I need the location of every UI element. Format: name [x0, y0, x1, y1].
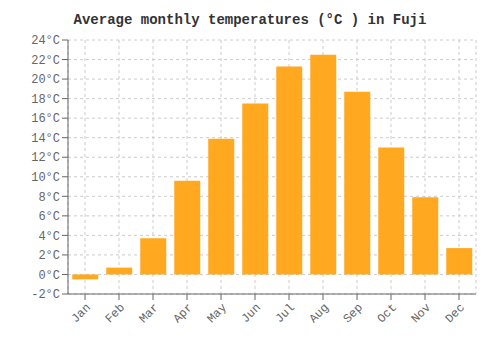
svg-text:Feb: Feb	[103, 301, 128, 326]
svg-text:24°C: 24°C	[31, 34, 60, 48]
svg-text:2°C: 2°C	[38, 249, 60, 263]
svg-text:Jul: Jul	[273, 301, 298, 326]
svg-text:4°C: 4°C	[38, 230, 60, 244]
svg-text:22°C: 22°C	[31, 54, 60, 68]
svg-text:Dec: Dec	[443, 301, 468, 326]
svg-text:Jun: Jun	[239, 301, 264, 326]
svg-text:6°C: 6°C	[38, 210, 60, 224]
svg-text:May: May	[205, 301, 230, 326]
svg-text:16°C: 16°C	[31, 112, 60, 126]
svg-text:Apr: Apr	[171, 301, 196, 326]
svg-text:12°C: 12°C	[31, 151, 60, 165]
svg-text:Jan: Jan	[69, 301, 94, 326]
html-text:Average monthly temperatures (: Average monthly temperatures (°C ) in Fu…	[73, 12, 427, 28]
svg-text:8°C: 8°C	[38, 191, 60, 205]
svg-text:Nov: Nov	[409, 301, 434, 326]
svg-text:-2°C: -2°C	[31, 288, 60, 302]
svg-text:Aug: Aug	[307, 301, 332, 326]
svg-text:Oct: Oct	[375, 301, 400, 326]
svg-text:Sep: Sep	[341, 301, 366, 326]
svg-text:10°C: 10°C	[31, 171, 60, 185]
svg-text:20°C: 20°C	[31, 73, 60, 87]
svg-text:14°C: 14°C	[31, 132, 60, 146]
svg-text:0°C: 0°C	[38, 269, 60, 283]
svg-text:Mar: Mar	[137, 301, 162, 326]
svg-text:18°C: 18°C	[31, 93, 60, 107]
